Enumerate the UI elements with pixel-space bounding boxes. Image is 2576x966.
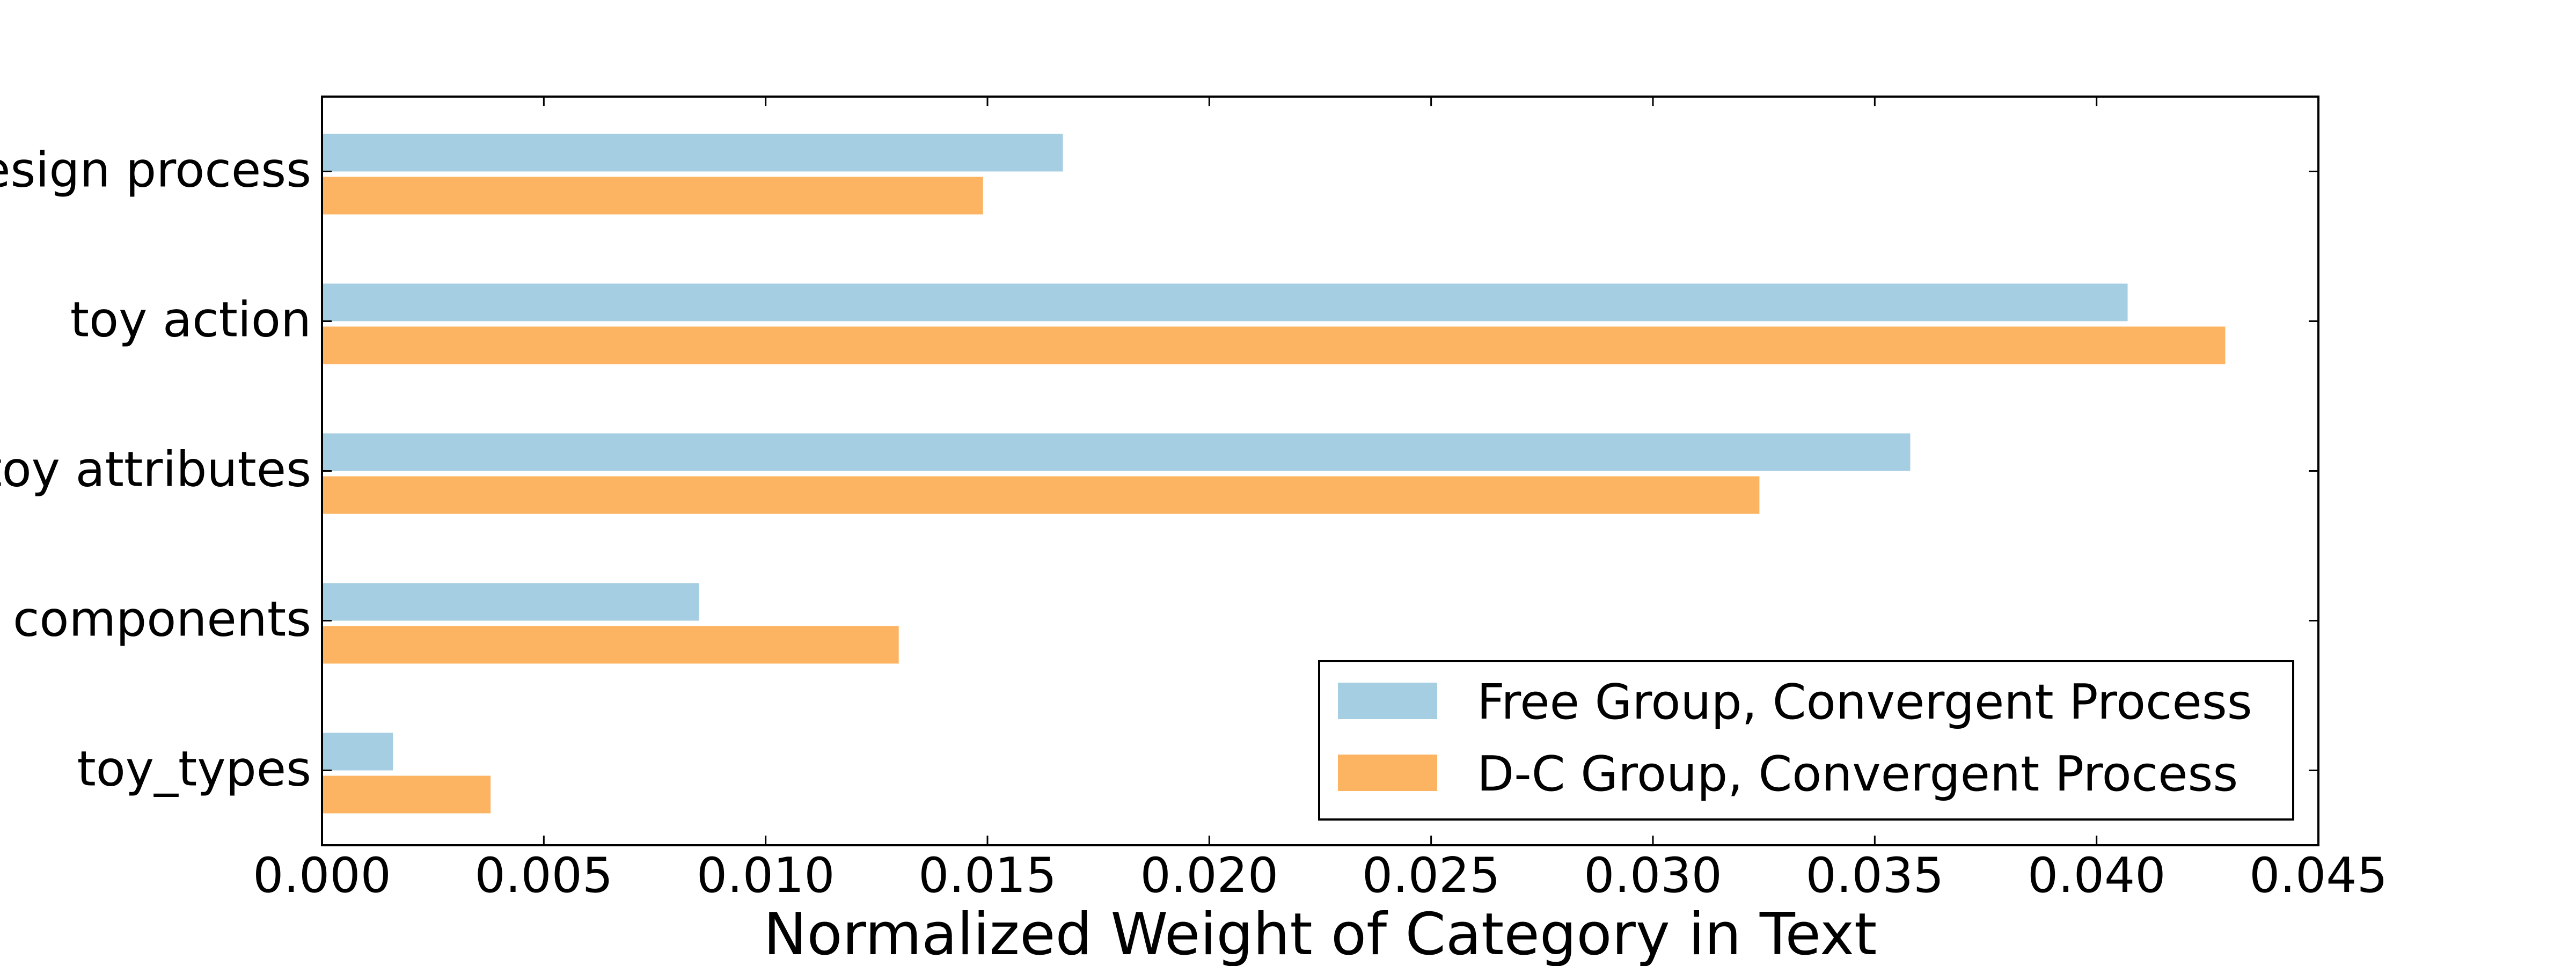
xtick-label: 0.040 bbox=[2028, 847, 2166, 904]
x-axis-label: Normalized Weight of Category in Text bbox=[764, 901, 1877, 966]
legend: Free Group, Convergent Process D-C Group… bbox=[1318, 660, 2294, 821]
bars-layer bbox=[323, 134, 2226, 814]
bar-dc-4 bbox=[323, 775, 491, 814]
xtick-label: 0.005 bbox=[475, 847, 613, 904]
bar-dc-2 bbox=[323, 476, 1760, 514]
legend-label-free: Free Group, Convergent Process bbox=[1477, 674, 2252, 730]
ytick-label: design process bbox=[0, 142, 311, 199]
y-tick-labels: design process toy action toy attributes co… bbox=[0, 142, 311, 797]
xtick-label: 0.020 bbox=[1140, 847, 1279, 904]
bar-free-1 bbox=[323, 283, 2128, 321]
bar-free-4 bbox=[323, 733, 393, 771]
xtick-label: 0.025 bbox=[1362, 847, 1501, 904]
bar-dc-3 bbox=[323, 626, 899, 664]
x-tick-labels: 0.000 0.005 0.010 0.015 0.020 0.025 0.030 0.035… bbox=[253, 847, 2388, 904]
bar-free-0 bbox=[323, 134, 1063, 172]
ytick-label: toy action bbox=[70, 292, 311, 348]
bar-free-3 bbox=[323, 583, 699, 621]
bar-dc-1 bbox=[323, 326, 2226, 364]
xtick-label: 0.030 bbox=[1584, 847, 1722, 904]
legend-label-dc: D-C Group, Convergent Process bbox=[1477, 746, 2238, 802]
bar-dc-0 bbox=[323, 177, 983, 215]
xtick-label: 0.045 bbox=[2249, 847, 2388, 904]
xtick-label: 0.010 bbox=[697, 847, 835, 904]
bar-free-2 bbox=[323, 433, 1911, 471]
ytick-label: components bbox=[13, 591, 311, 648]
xtick-label: 0.035 bbox=[1806, 847, 1944, 904]
ticks-layer bbox=[321, 97, 2319, 845]
xtick-label: 0.000 bbox=[253, 847, 391, 904]
ytick-label: toy_types bbox=[77, 741, 311, 797]
legend-swatch-free bbox=[1338, 683, 1437, 719]
xtick-label: 0.015 bbox=[918, 847, 1057, 904]
legend-swatch-dc bbox=[1338, 755, 1437, 791]
legend-box bbox=[1318, 660, 2294, 821]
ytick-label: toy attributes bbox=[0, 442, 311, 498]
